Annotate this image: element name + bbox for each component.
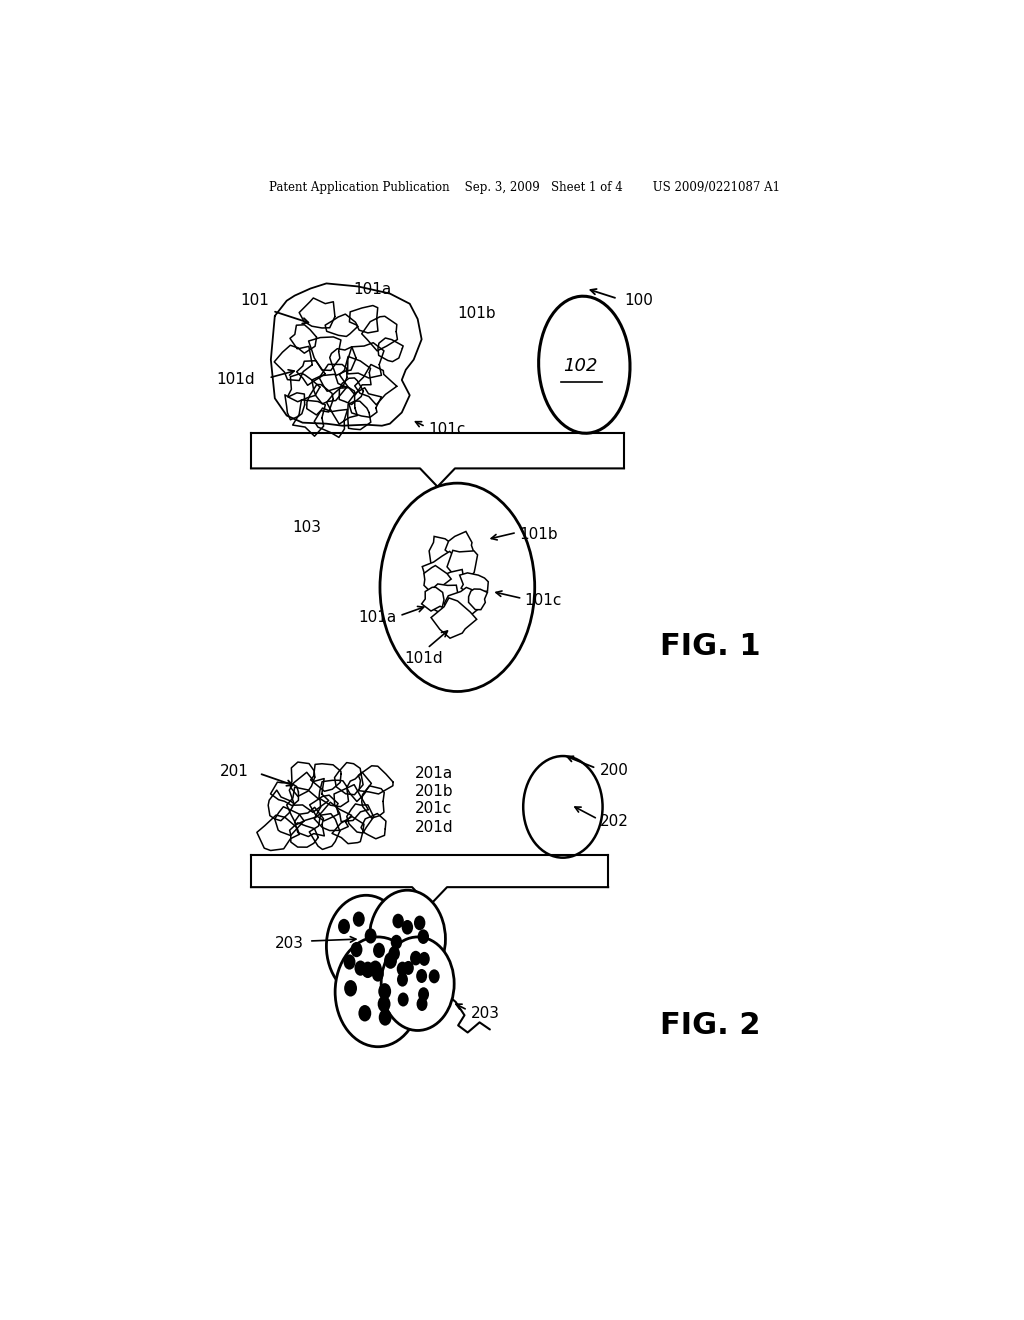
Circle shape [353,912,365,927]
Polygon shape [429,536,459,570]
Circle shape [370,890,445,987]
Text: 101: 101 [241,293,269,308]
Text: 101b: 101b [458,306,496,321]
Circle shape [388,946,400,961]
Polygon shape [460,573,488,595]
Text: 201b: 201b [416,784,454,799]
Circle shape [419,952,430,966]
Text: 101c: 101c [524,593,562,609]
Text: 200: 200 [600,763,629,777]
Circle shape [372,966,384,982]
Circle shape [344,979,357,997]
Circle shape [365,928,377,944]
Text: 101a: 101a [358,610,396,626]
Circle shape [391,935,402,949]
Text: 201: 201 [220,764,249,779]
Circle shape [384,952,397,969]
Circle shape [418,929,429,944]
Text: 202: 202 [600,813,629,829]
Polygon shape [447,550,477,579]
Circle shape [410,950,422,965]
Text: 101d: 101d [216,372,255,388]
Text: 101b: 101b [519,527,558,543]
Circle shape [338,919,350,935]
Text: 103: 103 [292,520,322,535]
Polygon shape [444,587,480,618]
Circle shape [397,973,408,986]
Circle shape [396,962,409,977]
Circle shape [354,961,367,975]
Text: 201a: 201a [416,766,454,781]
Circle shape [350,942,362,957]
Circle shape [335,937,421,1047]
Polygon shape [445,532,475,562]
Text: 203: 203 [471,1006,500,1020]
Text: 101c: 101c [428,422,465,437]
Circle shape [429,969,439,983]
Circle shape [392,913,403,928]
Circle shape [378,983,391,999]
Circle shape [401,920,413,935]
Circle shape [358,1005,372,1022]
Polygon shape [429,583,459,616]
Circle shape [344,954,355,970]
Circle shape [381,937,455,1031]
Text: 102: 102 [563,356,598,375]
Circle shape [414,916,425,931]
Circle shape [369,961,382,977]
Text: 101a: 101a [353,281,391,297]
Text: 100: 100 [624,293,653,308]
Text: 101d: 101d [403,651,442,667]
Circle shape [378,995,390,1012]
Circle shape [417,997,427,1011]
Circle shape [361,961,374,978]
Text: 201c: 201c [416,801,453,816]
Circle shape [397,993,409,1007]
Polygon shape [424,565,452,590]
Text: 201d: 201d [416,820,454,834]
Polygon shape [469,589,487,610]
Polygon shape [422,587,444,611]
Circle shape [379,1010,391,1026]
Polygon shape [422,552,468,585]
Circle shape [418,987,429,1002]
Circle shape [327,895,406,997]
Polygon shape [431,569,473,602]
Circle shape [416,969,427,983]
Text: FIG. 1: FIG. 1 [659,632,761,661]
Polygon shape [431,598,477,638]
Text: Patent Application Publication    Sep. 3, 2009   Sheet 1 of 4        US 2009/022: Patent Application Publication Sep. 3, 2… [269,181,780,194]
Text: FIG. 2: FIG. 2 [659,1011,760,1040]
Circle shape [373,942,385,958]
Circle shape [402,961,414,975]
Text: 203: 203 [275,936,304,950]
